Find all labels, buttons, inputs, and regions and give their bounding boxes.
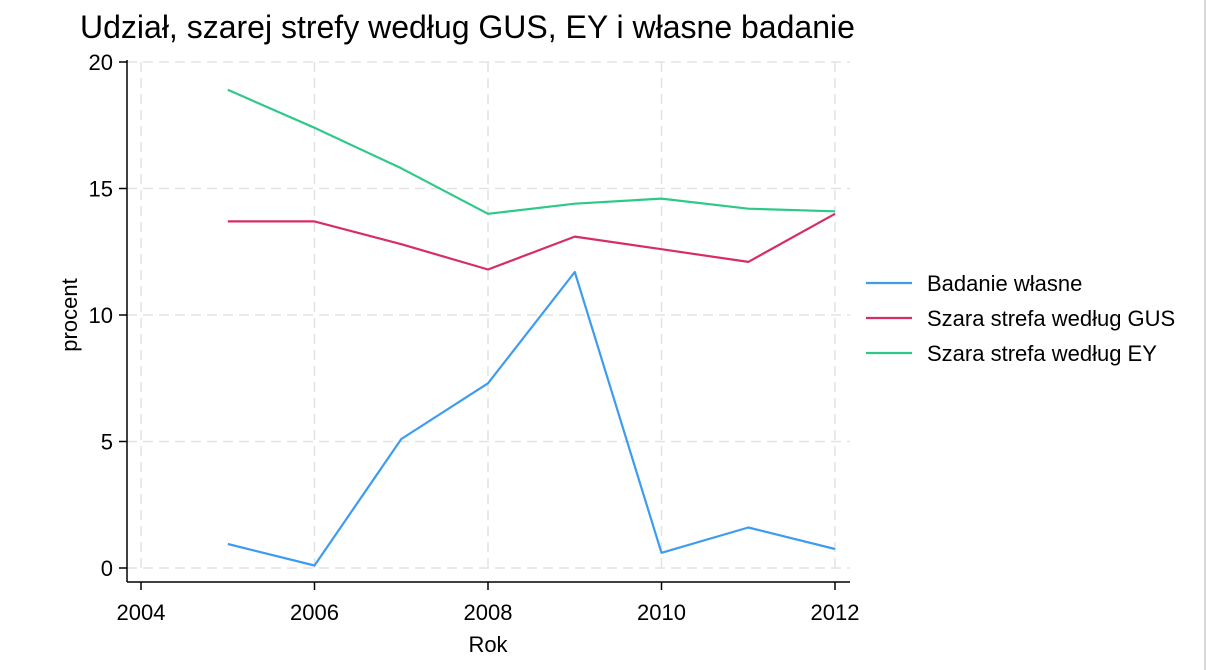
legend-label: Szara strefa według GUS [927,306,1175,331]
window-edge [1204,0,1206,670]
axes: 0 5 10 15 20 2004 2006 2008 2010 2012 [89,50,860,625]
legend-label: Szara strefa według EY [927,341,1157,366]
x-tick-label: 2012 [811,600,860,625]
series-line [227,212,836,271]
series-line [227,88,836,215]
y-tick-label: 15 [89,177,113,202]
x-tick-label: 2006 [290,600,339,625]
y-tick-label: 20 [89,50,113,75]
legend: Badanie własne Szara strefa według GUS Sza… [866,271,1175,366]
x-tick-label: 2004 [117,600,166,625]
x-axis-label: Rok [468,632,508,657]
y-axis-label: procent [57,278,82,351]
legend-label: Badanie własne [927,271,1082,296]
y-tick-label: 10 [89,303,113,328]
series-lines [227,88,836,567]
series-line [227,270,836,567]
chart-title: Udział, szarej strefy według GUS, EY i w… [80,9,855,45]
y-tick-label: 5 [101,430,113,455]
y-tick-label: 0 [101,556,113,581]
x-tick-label: 2008 [464,600,513,625]
x-tick-label: 2010 [637,600,686,625]
grid [127,61,850,569]
